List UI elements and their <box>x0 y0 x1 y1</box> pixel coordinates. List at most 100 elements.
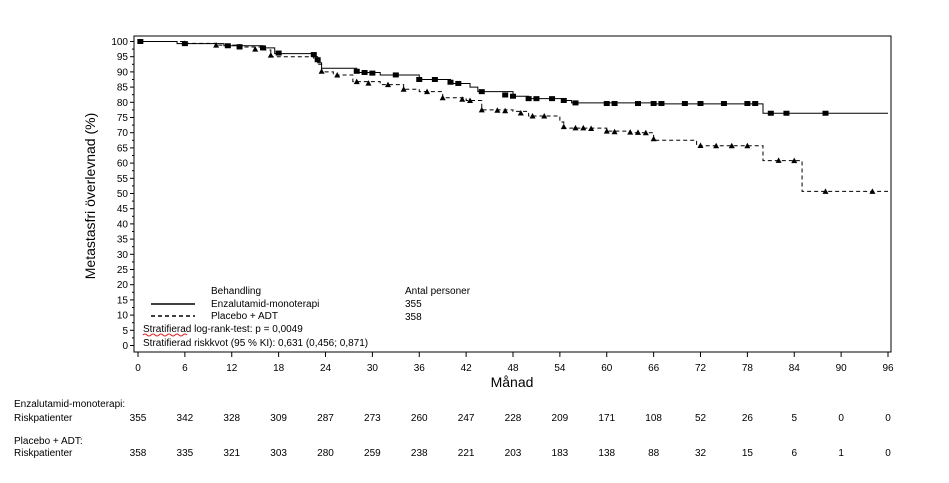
censor-mark-square <box>525 96 532 102</box>
censor-mark-square <box>392 72 399 78</box>
risk-count: 0 <box>885 413 891 424</box>
y-tick-label: 25 <box>117 265 129 276</box>
risk-count: 221 <box>457 448 475 459</box>
legend-entry-label: Placebo + ADT <box>211 311 278 322</box>
censor-mark-square <box>611 101 618 107</box>
censor-mark-square <box>416 77 423 82</box>
risk-count: 108 <box>645 413 662 424</box>
x-tick-label: 60 <box>601 363 613 374</box>
censor-mark-triangle <box>572 124 579 131</box>
censor-mark-square <box>310 52 317 58</box>
survival-curves <box>137 39 888 194</box>
x-tick-label: 90 <box>836 363 848 374</box>
censor-mark-square <box>361 70 368 76</box>
censor-mark-triangle <box>467 97 474 103</box>
censor-mark-triangle <box>318 68 325 74</box>
risk-count: 328 <box>223 413 241 424</box>
censor-mark-triangle <box>385 81 391 88</box>
y-tick-label: 70 <box>117 128 129 139</box>
censor-mark-triangle <box>267 52 274 58</box>
censor-mark-triangle <box>611 128 618 135</box>
censor-mark-square <box>720 101 727 107</box>
x-tick-label: 6 <box>182 363 188 374</box>
censor-mark-triangle <box>775 157 782 163</box>
censor-mark-square <box>502 92 509 98</box>
censor-mark-triangle <box>459 96 466 102</box>
x-tick-label: 66 <box>648 363 660 374</box>
risk-count: 88 <box>648 448 660 459</box>
censor-mark-triangle <box>424 88 431 95</box>
y-tick-label: 60 <box>117 159 129 170</box>
censor-mark-square <box>275 50 282 56</box>
x-tick-label: 0 <box>135 363 141 374</box>
legend: Behandling Antal personer Enzalutamid-mo… <box>142 286 471 349</box>
risk-row-label: Riskpatienter <box>14 413 73 424</box>
censor-mark-square <box>260 45 266 51</box>
censor-mark-square <box>510 93 516 99</box>
censor-mark-triangle <box>353 78 360 85</box>
censor-mark-square <box>697 101 704 107</box>
risk-count: 0 <box>885 448 891 459</box>
risk-count: 321 <box>223 448 241 459</box>
risk-count: 355 <box>129 413 147 424</box>
y-tick-label: 95 <box>117 52 129 63</box>
y-tick-label: 40 <box>117 219 129 230</box>
spellcheck-squiggle <box>142 333 188 337</box>
curve-placebo <box>138 41 888 192</box>
censor-mark-square <box>447 79 454 85</box>
censor-mark-triangle <box>541 112 548 119</box>
censor-mark-square <box>822 110 829 116</box>
x-tick-label: 36 <box>414 363 426 374</box>
x-tick-label: 18 <box>273 363 285 374</box>
risk-count: 280 <box>317 448 334 459</box>
y-tick-label: 80 <box>117 98 129 109</box>
censor-mark-triangle <box>252 46 259 52</box>
x-tick-label: 42 <box>461 363 473 374</box>
censor-mark-triangle <box>650 135 657 142</box>
y-tick-label: 50 <box>117 189 129 200</box>
censor-mark-square <box>752 101 759 107</box>
y-tick-label: 75 <box>117 113 129 124</box>
risk-count: 260 <box>410 413 428 424</box>
legend-count-header: Antal personer <box>405 286 471 297</box>
censor-mark-square <box>650 101 657 107</box>
curve-enzalutamid <box>138 41 888 114</box>
x-tick-label: 78 <box>742 363 754 374</box>
x-tick-label: 96 <box>882 363 894 374</box>
censor-mark-triangle <box>713 142 720 149</box>
censor-mark-square <box>549 96 556 102</box>
x-axis-title: Månad <box>491 374 534 390</box>
hazard-ratio-annotation: Stratifierad riskkvot (95 % KI): 0,631 (… <box>143 338 368 349</box>
risk-count: 238 <box>410 448 428 459</box>
risk-count: 303 <box>270 448 287 459</box>
x-tick-label: 54 <box>554 363 566 374</box>
y-axis-title: Metastasfri överlevnad (%) <box>82 113 98 280</box>
censor-mark-square <box>635 101 641 107</box>
censor-mark-square <box>767 110 774 116</box>
risk-count: 6 <box>791 448 798 459</box>
legend-entry-count: 358 <box>405 312 422 323</box>
censor-mark-triangle <box>744 142 751 149</box>
risk-count: 209 <box>551 413 569 424</box>
risk-group-label: Placebo + ADT: <box>14 436 83 447</box>
x-tick-label: 84 <box>789 363 801 374</box>
risk-count: 309 <box>270 413 287 424</box>
censor-mark-square <box>431 77 438 82</box>
y-tick-label: 35 <box>117 235 129 246</box>
risk-count: 52 <box>694 413 707 424</box>
risk-count: 1 <box>838 448 844 459</box>
y-tick-label: 10 <box>117 311 129 322</box>
censor-mark-triangle <box>642 129 649 136</box>
x-tick-label: 48 <box>507 363 519 374</box>
x-axis: 0 6 12 18 24 30 36 42 48 54 60 66 72 78 84 90 96 <box>135 352 894 374</box>
censor-mark-triangle <box>181 40 188 46</box>
censor-mark-triangle <box>627 129 634 135</box>
censor-mark-triangle <box>439 94 446 101</box>
censor-mark-square <box>353 68 360 74</box>
censor-mark-triangle <box>728 142 735 149</box>
legend-entry-label: Enzalutamid-monoterapi <box>211 299 319 310</box>
y-axis: 0 5 10 15 20 25 30 35 40 45 50 55 60 65 70 75 80 85 90 95 10… <box>111 37 134 352</box>
censor-mark-triangle <box>478 106 485 113</box>
censor-mark-triangle <box>603 128 610 134</box>
